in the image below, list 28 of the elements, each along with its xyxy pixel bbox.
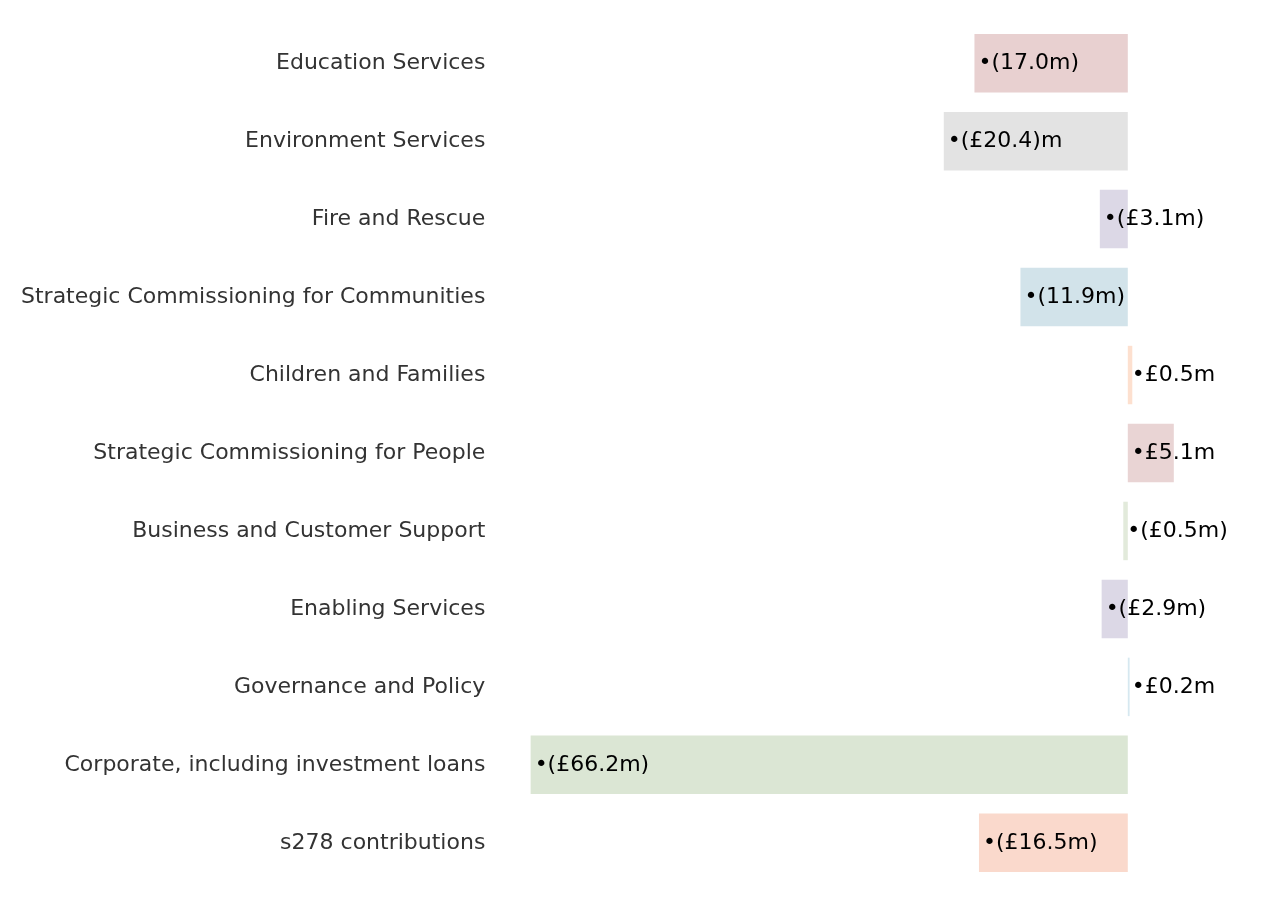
- data-label: •(£20.4)m: [947, 126, 1063, 152]
- bar: [530, 735, 1128, 795]
- data-label: •(17.0m): [978, 48, 1080, 74]
- data-label: •(£2.9m): [1105, 594, 1207, 620]
- data-label: •(11.9m): [1024, 282, 1126, 308]
- y-tick-label: Children and Families: [249, 360, 486, 386]
- y-tick-label: s278 contributions: [280, 828, 486, 854]
- data-label: •£0.5m: [1131, 360, 1216, 386]
- data-label: •(£16.5m): [982, 828, 1098, 854]
- data-label: •£0.2m: [1131, 672, 1216, 698]
- data-label: •(£0.5m): [1127, 516, 1228, 542]
- bar: [1020, 267, 1128, 327]
- y-tick-label: Corporate, including investment loans: [64, 750, 486, 776]
- y-tick-label: Strategic Commissioning for People: [93, 438, 486, 464]
- bar: [974, 33, 1128, 93]
- y-tick-label: Strategic Commissioning for Communities: [20, 282, 486, 308]
- bar: [1123, 501, 1128, 561]
- y-tick-label: Governance and Policy: [233, 672, 486, 698]
- bar: [943, 111, 1128, 171]
- y-tick-label: Education Services: [276, 48, 486, 74]
- data-label: •(£66.2m): [534, 750, 650, 776]
- data-label: •(£3.1m): [1103, 204, 1205, 230]
- y-tick-label: Fire and Rescue: [311, 204, 486, 230]
- y-tick-label: Business and Customer Support: [132, 516, 486, 542]
- y-tick-label: Environment Services: [245, 126, 486, 152]
- y-tick-label: Enabling Services: [290, 594, 486, 620]
- bar: [978, 813, 1128, 873]
- data-label: •£5.1m: [1131, 438, 1216, 464]
